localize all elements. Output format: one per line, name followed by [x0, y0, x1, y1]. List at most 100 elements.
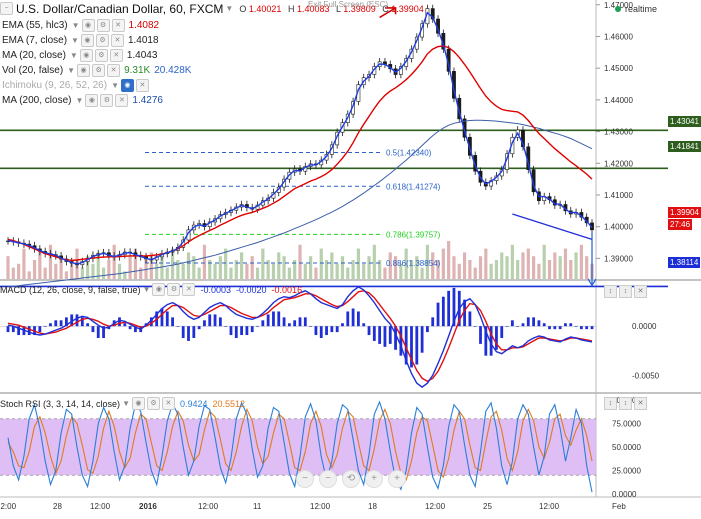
volume-bar	[202, 244, 207, 279]
close-icon[interactable]: ✕	[161, 397, 175, 410]
indicator-row-ma200[interactable]: MA (200, close) ▼ ◉ ⚙ ✕ 1.4276	[0, 93, 163, 108]
move-up-icon[interactable]: ↕	[604, 285, 617, 298]
scroll-left-icon[interactable]: −	[319, 470, 337, 488]
macd-histogram-bar	[181, 326, 185, 338]
caret-down-icon[interactable]: ▼	[71, 36, 79, 45]
macd-histogram-bar	[75, 314, 79, 327]
indicator-row-ichimoku[interactable]: Ichimoku (9, 26, 52, 26) ▼ ◉ ✕	[0, 78, 149, 93]
zoom-in-icon[interactable]: +	[388, 470, 406, 488]
settings-icon[interactable]: ⚙	[95, 34, 109, 47]
caret-down-icon[interactable]: ▼	[67, 66, 76, 75]
indicator-row-ema55[interactable]: EMA (55, hlc3) ▼ ◉ ⚙ ✕ 1.4082	[0, 18, 159, 33]
close-icon[interactable]: ✕	[135, 79, 149, 92]
volume-bar	[255, 267, 260, 279]
collapse-icon[interactable]: −	[0, 2, 13, 15]
eye-icon[interactable]: ◉	[120, 79, 134, 92]
reset-icon[interactable]: ⟲	[342, 470, 360, 488]
macd-histogram-bar	[372, 326, 376, 341]
eye-icon[interactable]: ◉	[77, 64, 91, 77]
macd-histogram-bar	[399, 326, 403, 356]
indicator-name: Ichimoku (9, 26, 52, 26)	[2, 80, 108, 91]
macd-histogram-bar	[436, 302, 440, 327]
macd-histogram-bar	[500, 326, 504, 338]
macd-histogram-bar	[484, 326, 488, 356]
target-arrow-head	[587, 278, 597, 287]
exit-fullscreen-hint[interactable]: Exit Full Screen (ESC)	[308, 0, 389, 9]
macd-histogram-bar	[452, 287, 456, 327]
indicator-row-ma20[interactable]: MA (20, close) ▼ ◉ ⚙ ✕ 1.4043	[0, 48, 157, 63]
volume-bar	[553, 252, 557, 279]
eye-icon[interactable]: ◉	[85, 94, 99, 107]
indicator-row-ema7[interactable]: EMA (7, close) ▼ ◉ ⚙ ✕ 1.4018	[0, 33, 159, 48]
close-icon[interactable]: ✕	[107, 64, 121, 77]
close-icon[interactable]: ✕	[111, 19, 125, 32]
volume-bar	[11, 267, 15, 279]
volume-bar	[107, 260, 111, 279]
macd-histogram-bar	[6, 326, 10, 333]
volume-bar	[393, 256, 398, 279]
move-down-icon[interactable]: ↕	[619, 285, 632, 298]
price-tick-label: 1.47000	[604, 1, 633, 10]
volume-bar	[314, 267, 318, 279]
move-up-icon[interactable]: ↕	[604, 397, 617, 410]
eye-icon[interactable]: ◉	[152, 283, 166, 296]
settings-icon[interactable]: ⚙	[167, 283, 181, 296]
move-down-icon[interactable]: ↕	[619, 397, 632, 410]
settings-icon[interactable]: ⚙	[94, 49, 108, 62]
volume-bar	[38, 252, 42, 279]
close-pane-icon[interactable]: ✕	[634, 397, 647, 410]
price-badge-last: 1.39904	[668, 207, 701, 218]
price-tick-label: 1.42000	[604, 159, 633, 168]
volume-bar	[569, 260, 573, 279]
caret-down-icon[interactable]: ▼	[225, 4, 234, 13]
macd-legend[interactable]: MACD (12, 26, close, 9, false, true) ▼ ◉…	[0, 283, 302, 296]
volume-bar	[245, 263, 249, 279]
volume-bar	[431, 252, 435, 279]
ohlc-open-label: O	[239, 3, 247, 14]
time-axis-label: 12:00	[425, 502, 446, 511]
zoom-out-icon[interactable]: −	[296, 470, 314, 488]
ohlc-high-value: 1.40083	[296, 3, 330, 14]
time-axis-label: 25	[483, 502, 492, 511]
settings-icon[interactable]: ⚙	[96, 19, 110, 32]
eye-icon[interactable]: ◉	[79, 49, 93, 62]
settings-icon[interactable]: ⚙	[100, 94, 114, 107]
scroll-right-icon[interactable]: +	[365, 470, 383, 488]
close-icon[interactable]: ✕	[109, 49, 123, 62]
caret-down-icon[interactable]: ▼	[122, 399, 130, 408]
caret-down-icon[interactable]: ▼	[75, 96, 84, 105]
indicator-row-volume[interactable]: Vol (20, false) ▼ ◉ ⚙ ✕ 9.31K 20.428K	[0, 63, 191, 78]
volume-bar	[70, 260, 74, 279]
close-icon[interactable]: ✕	[115, 94, 129, 107]
volume-bar	[367, 256, 371, 279]
volume-bar	[155, 263, 159, 279]
stoch-rsi-legend[interactable]: Stoch RSI (3, 3, 14, 14, close) ▼ ◉ ⚙ ✕ 0.…	[0, 397, 245, 410]
caret-down-icon[interactable]: ▼	[71, 21, 80, 30]
volume-bar	[192, 256, 196, 279]
volume-bar	[585, 256, 589, 279]
macd-histogram-bar	[229, 326, 233, 336]
close-pane-icon[interactable]: ✕	[634, 285, 647, 298]
volume-bar	[277, 252, 281, 279]
close-icon[interactable]: ✕	[182, 283, 196, 296]
settings-icon[interactable]: ⚙	[146, 397, 160, 410]
volume-bar	[378, 260, 382, 279]
caret-down-icon[interactable]: ▼	[69, 51, 78, 60]
caret-down-icon[interactable]: ▼	[111, 81, 119, 90]
eye-icon[interactable]: ◉	[131, 397, 145, 410]
caret-down-icon[interactable]: ▼	[142, 285, 151, 294]
volume-bar	[399, 263, 403, 279]
macd-histogram-bar	[510, 320, 514, 327]
candle-body	[467, 136, 472, 156]
close-icon[interactable]: ✕	[110, 34, 124, 47]
macd-histogram-bar	[96, 326, 100, 338]
macd-histogram-bar	[261, 320, 265, 327]
eye-icon[interactable]: ◉	[81, 19, 95, 32]
indicator-value: 1.4276	[132, 95, 163, 106]
eye-icon[interactable]: ◉	[80, 34, 94, 47]
volume-bar	[101, 267, 106, 279]
settings-icon[interactable]: ⚙	[92, 64, 106, 77]
macd-histogram-bar	[266, 314, 270, 327]
